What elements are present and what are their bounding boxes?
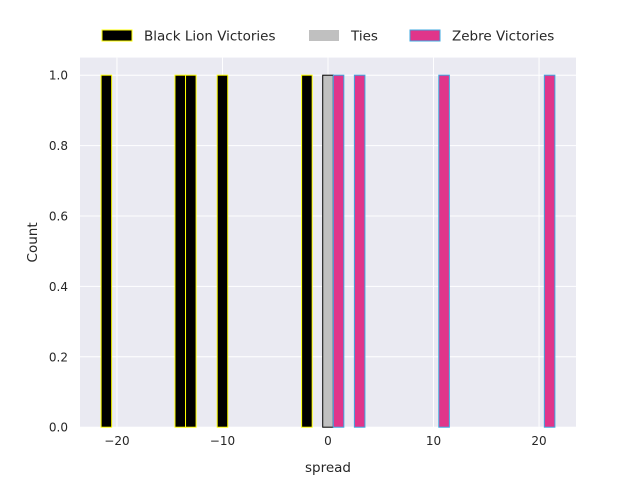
legend-label: Black Lion Victories [144,29,276,45]
x-tick-label: −20 [104,434,129,448]
x-tick-label: 20 [531,434,546,448]
x-tick-label: 10 [426,434,441,448]
legend-swatch [409,29,441,42]
bar [353,74,366,428]
bar [332,74,345,428]
y-tick-label: 0.4 [49,280,68,294]
legend: Black Lion Victories Ties Zebre Victories [101,29,554,45]
legend-entry: Black Lion Victories [101,29,276,45]
y-tick-label: 0.8 [49,139,68,153]
bar [301,74,313,428]
legend-label: Ties [350,29,378,45]
bars [100,74,556,428]
x-tick-labels: −20 −10 0 10 20 [104,434,546,448]
y-tick-labels: 0.0 0.2 0.4 0.6 0.8 1.0 [49,69,68,435]
y-tick-label: 1.0 [49,69,68,83]
bar [322,74,334,428]
y-axis-label: Count [25,222,41,262]
x-axis-label: spread [305,460,351,476]
y-tick-label: 0.2 [49,350,68,364]
legend-swatch [101,29,133,42]
bar [185,74,197,428]
legend-entry: Zebre Victories [409,29,554,45]
bar [100,74,113,428]
x-tick-label: −10 [210,434,235,448]
y-tick-label: 0.6 [49,210,68,224]
bar [543,74,556,428]
y-tick-label: 0.0 [49,421,68,435]
legend-label: Zebre Victories [452,29,554,45]
x-tick-label: 0 [324,434,332,448]
legend-swatch [309,30,339,41]
legend-entry: Ties [309,29,378,45]
bar [438,74,450,428]
bar [216,74,229,428]
bar [174,74,187,428]
